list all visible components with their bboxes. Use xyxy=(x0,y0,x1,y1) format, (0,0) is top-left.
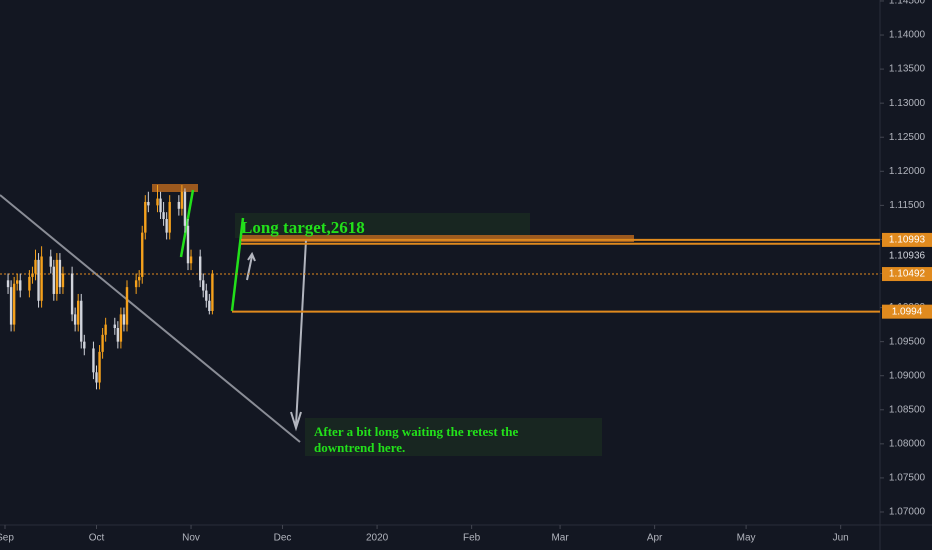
candle-body xyxy=(80,300,83,342)
candle-body xyxy=(61,273,65,288)
candle-body xyxy=(183,191,187,226)
candle-body xyxy=(73,314,77,325)
candle-body xyxy=(137,276,141,281)
candle-body xyxy=(159,198,162,213)
price-label: 1.10993 xyxy=(889,235,926,246)
x-tick-label: Feb xyxy=(463,533,481,544)
candle-body xyxy=(28,276,31,291)
candle-body xyxy=(147,201,150,206)
target-zone xyxy=(241,235,634,242)
candle-body xyxy=(141,232,144,277)
price-label-bg xyxy=(882,232,932,247)
candle-body xyxy=(40,256,43,301)
y-tick-label: 1.07000 xyxy=(889,507,926,518)
candle-body xyxy=(125,287,129,325)
candle-body xyxy=(208,300,211,311)
candle-body xyxy=(205,290,208,301)
x-tick-label: Dec xyxy=(274,533,292,544)
candle-body xyxy=(70,273,74,315)
note-box xyxy=(235,213,530,238)
candle-body xyxy=(101,334,104,352)
candle-body xyxy=(211,273,214,311)
y-tick-label: 1.08000 xyxy=(889,438,926,449)
price-label: 1.10492 xyxy=(889,269,926,280)
x-tick-label: Mar xyxy=(551,533,569,544)
candle-body xyxy=(34,259,37,274)
y-tick-label: 1.09500 xyxy=(889,336,926,347)
y-tick-label: 1.11500 xyxy=(889,200,925,211)
y-tick-label: 1.14500 xyxy=(889,0,926,7)
x-tick-label: Apr xyxy=(647,533,663,544)
y-tick-label: 1.13500 xyxy=(889,64,926,75)
note-box xyxy=(305,418,602,456)
price-label: 1.0994 xyxy=(892,306,923,317)
candle-body xyxy=(92,348,95,373)
x-tick-label: Sep xyxy=(0,533,14,544)
y-tick-label: 1.08500 xyxy=(889,404,926,415)
price-label-bg xyxy=(882,304,932,319)
annotation: After a bit long waiting the retest the … xyxy=(314,424,519,455)
price-label-bg xyxy=(882,248,932,263)
x-tick-label: May xyxy=(737,533,756,544)
candle-body xyxy=(37,259,40,301)
candle-body xyxy=(9,287,13,325)
candle-body xyxy=(116,328,120,342)
candle-body xyxy=(31,273,34,277)
x-tick-label: Jun xyxy=(833,533,849,544)
candle-body xyxy=(134,280,138,288)
annotation: Long target,2618 xyxy=(241,218,365,237)
y-tick-label: 1.12500 xyxy=(889,132,926,143)
wave-line xyxy=(230,217,245,312)
candle-body xyxy=(156,198,159,206)
x-tick-label: 2020 xyxy=(366,533,389,544)
x-tick-label: Oct xyxy=(89,533,105,544)
candle-body xyxy=(49,256,52,267)
candle-body xyxy=(189,256,193,264)
candle-body xyxy=(202,280,205,291)
candle-body xyxy=(168,201,171,233)
candle-body xyxy=(6,280,10,288)
candle-body xyxy=(12,283,16,325)
price-label-bg xyxy=(882,267,932,282)
trend-line xyxy=(0,194,301,443)
candle-body xyxy=(177,201,181,209)
arrow xyxy=(290,239,307,432)
resistance-zone xyxy=(152,184,198,192)
candle-body xyxy=(83,341,86,349)
price-label: 1.10936 xyxy=(889,250,926,261)
candle-body xyxy=(113,324,116,329)
arrow xyxy=(246,251,256,281)
candle-body xyxy=(122,314,126,325)
candle-body xyxy=(180,191,184,209)
candle-body xyxy=(19,280,22,291)
y-tick-label: 1.14000 xyxy=(889,30,926,41)
x-tick-label: Nov xyxy=(182,533,200,544)
candle-body xyxy=(52,266,55,294)
candle-body xyxy=(16,280,19,284)
wave-line xyxy=(179,189,195,258)
candle-body xyxy=(144,201,147,233)
y-tick-label: 1.09000 xyxy=(889,370,926,381)
candle-body xyxy=(98,351,101,383)
y-tick-label: 1.12000 xyxy=(889,166,926,177)
candle-body xyxy=(95,372,98,383)
candle-body xyxy=(198,256,202,281)
candle-body xyxy=(186,225,190,264)
candle-body xyxy=(58,259,62,288)
candle-body xyxy=(165,218,168,233)
y-tick-label: 1.13000 xyxy=(889,98,926,109)
candle-body xyxy=(119,314,123,342)
candle-body xyxy=(55,259,59,294)
candle-body xyxy=(104,324,107,335)
candle-body xyxy=(162,212,165,219)
y-tick-label: 1.07500 xyxy=(889,473,926,484)
candle-body xyxy=(76,300,80,325)
